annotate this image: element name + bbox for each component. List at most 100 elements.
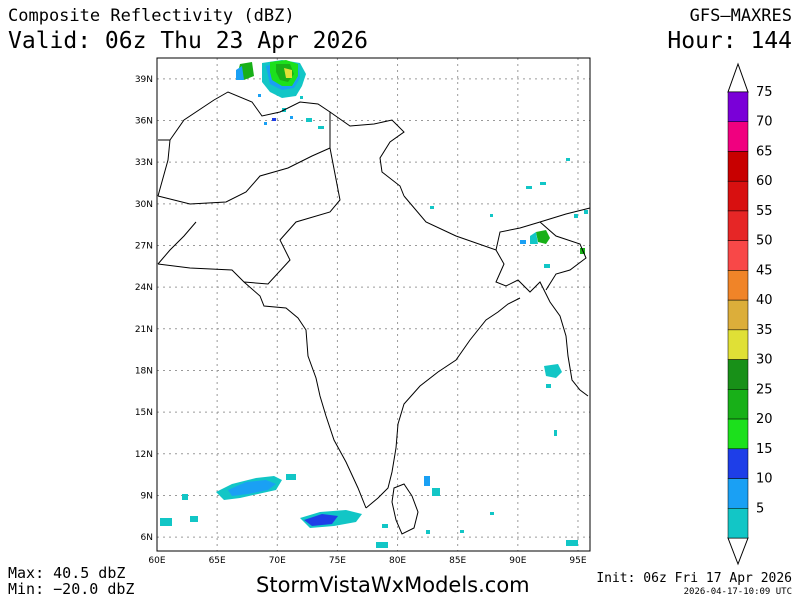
min-value: Min: −20.0 dbZ [8,580,135,598]
bangladesh-border [495,249,589,397]
legend-swatch [727,389,749,420]
echo-speck [432,488,440,496]
echo-speck [306,118,312,122]
forecast-hour: Hour: 144 [667,28,792,54]
echo-north-yellow [284,68,292,78]
lat-label: 21N [135,325,153,335]
coastlines-borders [157,91,591,535]
legend-swatch [727,299,749,331]
lat-label: 24N [135,283,153,293]
lat-label: 30N [135,200,153,210]
init-time: Init: 06z Fri 17 Apr 2026 [596,571,792,586]
valid-time: Valid: 06z Thu 23 Apr 2026 [8,28,369,54]
echo-speck [300,96,303,99]
legend-label: 60 [756,174,773,189]
echo-north-west-edge [236,66,244,80]
iran-border [157,139,197,265]
india-east-coast [365,297,521,509]
legend-top-arrow [727,62,749,93]
echo-speck [566,158,570,161]
generated-time: 2026-04-17-10:09 UTC [683,587,792,597]
lon-label: 65E [209,556,226,566]
echo-speck [554,430,557,436]
echo-speck [376,542,388,548]
echo-speck [290,116,293,119]
legend-swatch [727,359,749,390]
legend-label: 70 [756,115,773,130]
legend-label: 5 [756,501,764,516]
nepal-china-border [403,195,591,251]
echo-speck [540,182,546,185]
echo-speck [318,126,324,129]
legend-label: 55 [756,204,773,219]
legend-label: 75 [756,85,773,100]
legend-label: 45 [756,263,773,278]
north-border [329,111,405,197]
lat-label: 6N [141,533,153,543]
echo-speck [182,494,188,500]
map-grid [156,58,590,551]
legend-swatch [727,478,749,509]
srilanka [391,483,419,535]
echo-andaman [544,364,562,378]
legend-swatch [727,180,749,212]
lon-label: 95E [569,556,586,566]
legend-swatch [727,270,749,301]
echo-speck [584,210,588,214]
lat-label: 15N [135,408,153,418]
myanmar-border [539,221,587,291]
reflectivity-echoes [160,60,588,548]
echo-northeast-edge [530,232,538,244]
legend-swatch [727,121,749,152]
legend-swatch [727,329,749,360]
lon-label: 60E [148,556,165,566]
lon-label: 75E [329,556,346,566]
echo-speck [286,474,296,480]
legend-label: 10 [756,472,773,487]
legend-bottom-arrow [727,537,749,566]
legend-swatch [727,448,749,479]
legend-swatch [727,240,749,271]
color-legend: 75 70 65 60 55 50 45 40 35 30 25 20 15 10 5 [727,62,773,566]
map-panel [157,58,590,551]
echo-speck [382,524,388,528]
legend-label: 65 [756,144,773,159]
legend-label: 25 [756,382,773,397]
india-west-coast [157,263,367,509]
lat-label: 36N [135,116,153,126]
legend-swatch [727,210,749,241]
echo-speck [264,122,267,125]
lat-label: 27N [135,241,153,251]
max-value: Max: 40.5 dbZ [8,564,126,582]
longitude-labels: 60E 65E 70E 75E 80E 85E 90E 95E [148,556,586,566]
echo-south-band-core [304,514,338,526]
echo-speck [424,476,430,486]
echo-speck [546,384,551,388]
echo-speck [520,240,526,244]
echo-speck [426,530,430,534]
legend-swatch [727,91,749,122]
echo-speck [160,518,172,526]
lon-label: 90E [509,556,526,566]
lon-label: 85E [449,556,466,566]
lat-label: 18N [135,366,153,376]
product-title: Composite Reflectivity (dBZ) [8,6,295,26]
echo-arabian-band-core [228,480,276,496]
legend-label: 35 [756,323,773,338]
latitude-labels: 39N 36N 33N 30N 27N 24N 21N 18N 15N 12N 9N 6N [135,75,153,543]
legend-label: 50 [756,234,773,249]
lat-label: 12N [135,450,153,460]
site-watermark: StormVistaWxModels.com [256,573,530,597]
echo-speck [526,186,532,189]
echo-speck [460,530,464,533]
legend-label: 20 [756,412,773,427]
lon-label: 70E [269,556,286,566]
legend-label: 15 [756,442,773,457]
legend-swatch [727,151,749,182]
echo-speck [490,512,494,515]
lat-label: 33N [135,158,153,168]
map-frame [156,57,591,552]
echo-speck [190,516,198,522]
echo-speck [258,94,261,97]
